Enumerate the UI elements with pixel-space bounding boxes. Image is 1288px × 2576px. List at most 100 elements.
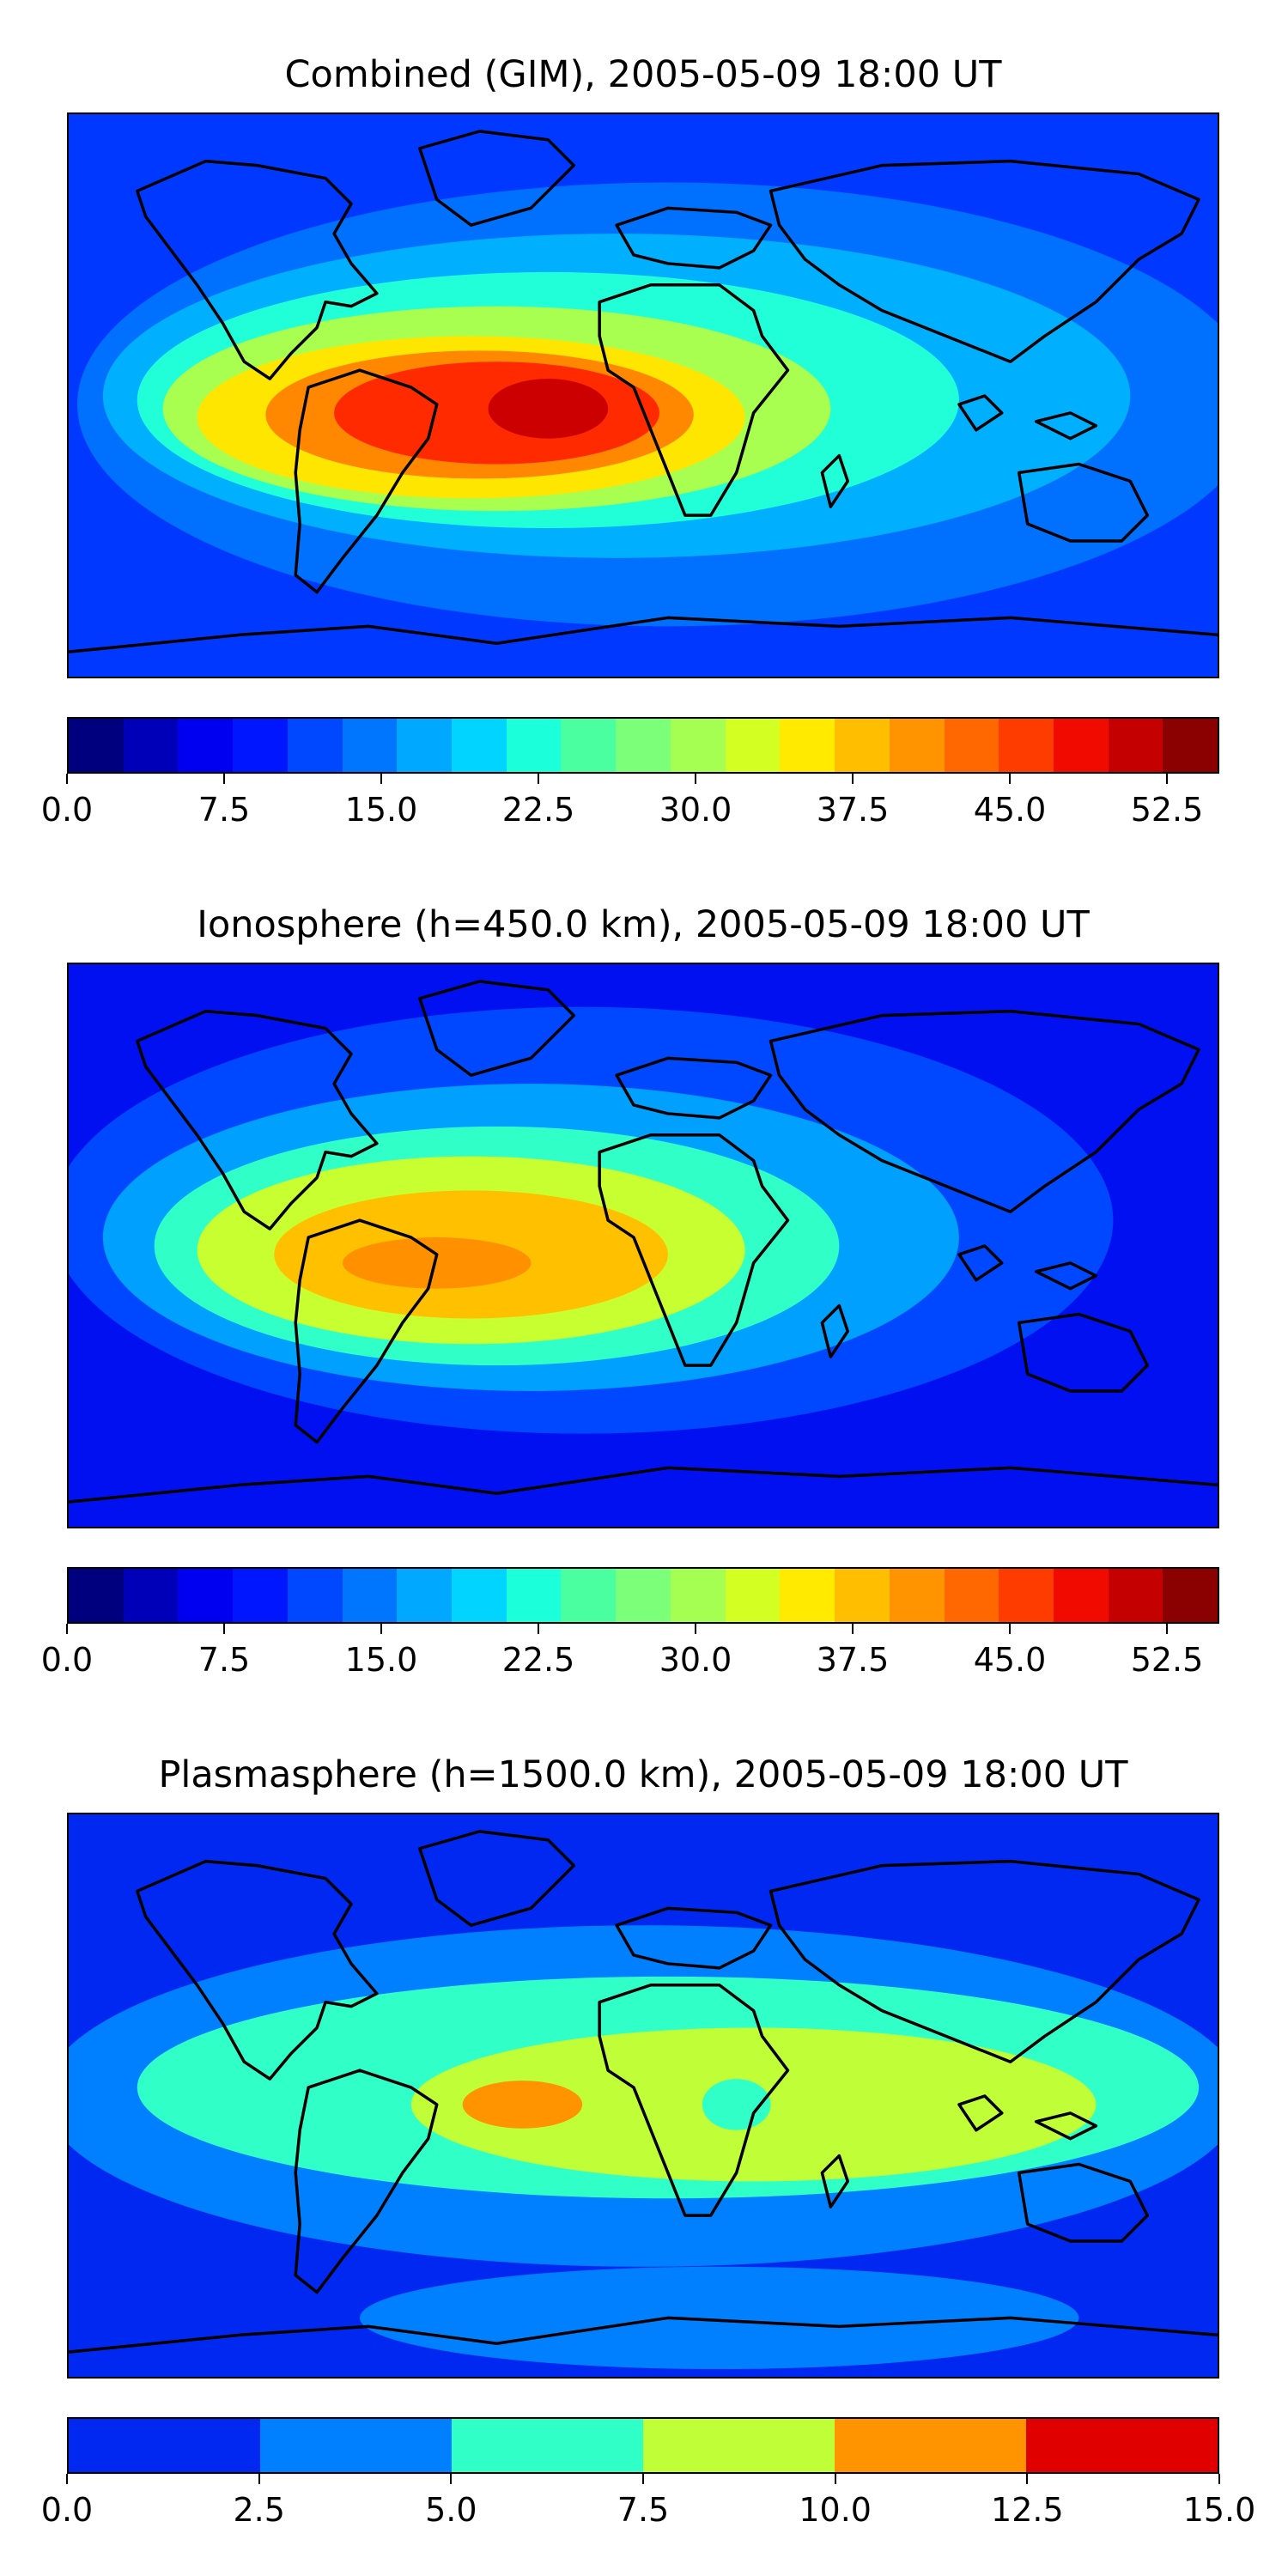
colorbar-segment [780, 719, 835, 772]
colorbar-tick-mark [380, 774, 382, 784]
colorbar-segment [397, 1569, 453, 1622]
colorbar-segment [397, 719, 453, 772]
colorbar-segment [1108, 1569, 1163, 1622]
colorbar-segment [670, 1569, 726, 1622]
tec-map-ionosphere [69, 964, 1218, 1527]
colorbar-segment [944, 1569, 999, 1622]
colorbar-segment [123, 1569, 179, 1622]
field-level-4 [462, 2081, 583, 2129]
coastlines [69, 130, 1218, 653]
colorbar-tick-mark [1166, 774, 1168, 784]
colorbar-segment [178, 1569, 234, 1622]
coastlines [69, 1830, 1218, 2354]
colorbar-tick-label: 45.0 [973, 791, 1047, 829]
colorbar-segment [889, 1569, 945, 1622]
colorbar-tick-label: 0.0 [40, 791, 94, 829]
field-level-6 [343, 1237, 532, 1289]
colorbar-tick-label: 5.0 [425, 2491, 477, 2529]
colorbar-tick-mark [258, 2474, 260, 2484]
colorbar-segment [835, 719, 890, 772]
colorbar-segment [835, 1569, 890, 1622]
colorbar-segment [725, 1569, 781, 1622]
colorbar-segment [725, 719, 781, 772]
field-level-1b [359, 2266, 1079, 2370]
colorbar-ionosphere [67, 1567, 1219, 1624]
colorbar-tick-label: 37.5 [816, 791, 890, 829]
colorbar-segment [452, 719, 507, 772]
colorbar-tick-mark [695, 774, 696, 784]
colorbar-tick-label: 15.0 [344, 1641, 418, 1679]
colorbar-tick-mark [450, 2474, 453, 2484]
colorbar-segment [260, 2419, 452, 2472]
colorbar-segment [69, 2419, 260, 2472]
colorbar-segment [1053, 719, 1109, 772]
colorbar-segment [1163, 719, 1218, 772]
colorbar-ticks-ionosphere: 0.0 7.5 15.0 22.5 30.0 37.5 45.0 52.5 [41, 1624, 1219, 1684]
colorbar-segment [889, 719, 945, 772]
colorbar-tick-label: 37.5 [816, 1641, 890, 1679]
colorbar-tick-mark [223, 1624, 225, 1634]
colorbar-tick-label: 30.0 [659, 791, 732, 829]
colorbar-plasmasphere [67, 2417, 1219, 2474]
colorbar-segment [1163, 1569, 1218, 1622]
colorbar-tick-label: 10.0 [799, 2491, 872, 2529]
colorbar-segment [233, 719, 288, 772]
colorbar-tick-label: 12.5 [991, 2491, 1064, 2529]
colorbar-segment [670, 719, 726, 772]
colorbar-tick-mark [695, 1624, 696, 1634]
colorbar-tick-label: 45.0 [973, 1641, 1047, 1679]
colorbar-tick-label: 15.0 [1182, 2491, 1256, 2529]
coastlines [69, 980, 1218, 1504]
colorbar-tick-label: 7.5 [197, 1641, 251, 1679]
colorbar-tick-label: 52.5 [1130, 1641, 1204, 1679]
colorbar-tick-mark [538, 1624, 539, 1634]
colorbar-segment [69, 1569, 124, 1622]
field-level-8 [488, 379, 609, 439]
colorbar-tick-mark [642, 2474, 644, 2484]
colorbar-tick-mark [834, 2474, 836, 2484]
colorbar-tick-label: 22.5 [501, 791, 575, 829]
colorbar-tick-label: 0.0 [40, 1641, 94, 1679]
colorbar-tick-mark [852, 774, 854, 784]
colorbar-tick-label: 7.5 [197, 791, 251, 829]
colorbar-segment [452, 1569, 507, 1622]
colorbar-tick-mark [1166, 1624, 1168, 1634]
colorbar-tick-mark [1009, 1624, 1011, 1634]
colorbar-tick-label: 52.5 [1130, 791, 1204, 829]
map-combined [67, 112, 1219, 678]
panel-title-plasmasphere: Plasmasphere (h=1500.0 km), 2005-05-09 1… [158, 1753, 1128, 1796]
colorbar-tick-mark [380, 1624, 382, 1634]
colorbar-tick-mark [66, 2474, 68, 2484]
colorbar-segment [561, 1569, 617, 1622]
colorbar-tick-label: 0.0 [40, 2491, 94, 2529]
colorbar-segment [506, 719, 562, 772]
colorbar-ticks-plasmasphere: 0.0 2.5 5.0 7.5 10.0 12.5 15.0 [41, 2474, 1255, 2534]
colorbar-segment [69, 719, 124, 772]
colorbar-segment [506, 1569, 562, 1622]
colorbar-tick-mark [1026, 2474, 1029, 2484]
colorbar-segment [1026, 2419, 1218, 2472]
colorbar-tick-mark [223, 774, 225, 784]
panel-title-combined: Combined (GIM), 2005-05-09 18:00 UT [284, 53, 1002, 96]
colorbar-tick-label: 15.0 [344, 791, 418, 829]
colorbar-segment [780, 1569, 835, 1622]
colorbar-tick-mark [538, 774, 539, 784]
colorbar-segment [944, 719, 999, 772]
colorbar-segment [233, 1569, 288, 1622]
tec-map-combined [69, 114, 1218, 677]
colorbar-segment [561, 719, 617, 772]
panel-title-ionosphere: Ionosphere (h=450.0 km), 2005-05-09 18:0… [197, 903, 1090, 946]
colorbar-segment [287, 1569, 343, 1622]
colorbar-tick-mark [66, 774, 68, 784]
map-ionosphere [67, 963, 1219, 1528]
colorbar-segment [616, 719, 671, 772]
colorbar-tick-label: 7.5 [617, 2491, 670, 2529]
colorbar-segment [287, 719, 343, 772]
colorbar-segment [643, 2419, 835, 2472]
colorbar-segment [178, 719, 234, 772]
colorbar-ticks-combined: 0.0 7.5 15.0 22.5 30.0 37.5 45.0 52.5 [41, 774, 1219, 834]
colorbar-tick-label: 22.5 [501, 1641, 575, 1679]
colorbar-segment [452, 2419, 643, 2472]
colorbar-segment [835, 2419, 1026, 2472]
map-plasmasphere [67, 1813, 1219, 2379]
